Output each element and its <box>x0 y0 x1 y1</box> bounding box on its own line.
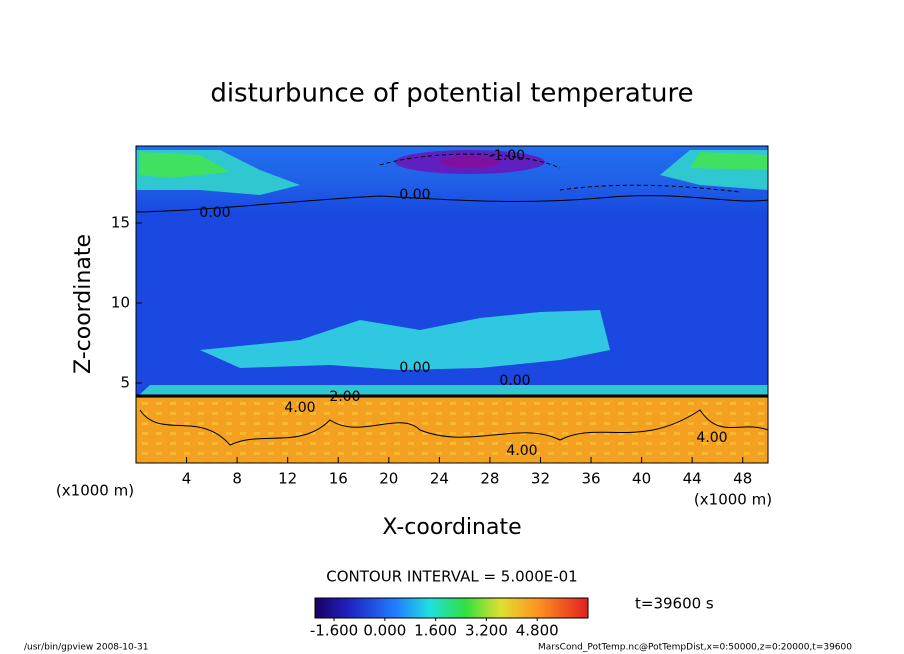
colorbar <box>314 597 589 619</box>
footer: MarsCond_PotTemp.nc@PotTempDist,x=0:5000… <box>538 643 852 653</box>
contour-label: 4.00 <box>284 400 315 416</box>
x-tick-label: 40 <box>632 470 651 488</box>
x-tick-label: 36 <box>581 470 600 488</box>
field-green <box>690 152 768 170</box>
y-axis-label: Z-coordinate <box>71 234 96 374</box>
contour-label: 4.00 <box>696 430 727 446</box>
time-label: t=39600 s <box>635 595 714 613</box>
x-tick-label: 16 <box>329 470 348 488</box>
field-cyan <box>200 310 610 370</box>
contour-label: 0.00 <box>399 187 430 203</box>
colorbar-tick-label: -1.600 <box>310 622 358 640</box>
field-green <box>140 152 230 178</box>
contour-label: 0.00 <box>399 360 430 376</box>
x-tick-label: 48 <box>733 470 752 488</box>
x-tick-label: 28 <box>480 470 499 488</box>
contour <box>135 195 769 213</box>
contour-label: 0.00 <box>199 205 230 221</box>
x-unit: (x1000 m) <box>694 491 772 509</box>
x-tick-label: 12 <box>278 470 297 488</box>
footer: /usr/bin/gpview 2008-10-31 <box>24 643 148 653</box>
y-tick-label: 5 <box>120 374 130 392</box>
contour <box>139 409 769 446</box>
colorbar-tick-label: 0.000 <box>363 622 406 640</box>
contour-interval: CONTOUR INTERVAL = 5.000E-01 <box>326 568 577 586</box>
y-tick-label: 10 <box>111 294 130 312</box>
colorbar-tick-label: 3.200 <box>465 622 508 640</box>
x-tick-label: 24 <box>430 470 449 488</box>
plot-frame <box>135 145 769 464</box>
x-tick-label: 32 <box>531 470 550 488</box>
contour-label: -1.00 <box>489 148 525 164</box>
colorbar-tick-label: 1.600 <box>414 622 457 640</box>
x-unit: (x1000 m) <box>56 482 134 500</box>
contour-label: 2.00 <box>329 389 360 405</box>
contour-label: 4.00 <box>506 443 537 459</box>
x-tick-label: 4 <box>182 470 192 488</box>
contour-label: 0.00 <box>499 373 530 389</box>
x-axis-label: X-coordinate <box>382 515 521 540</box>
field-purple <box>440 156 500 168</box>
field <box>135 145 769 464</box>
x-tick-label: 8 <box>232 470 242 488</box>
field-orange <box>136 398 768 463</box>
contour <box>379 153 561 169</box>
contour <box>559 184 741 193</box>
colorbar-tick-label: 4.800 <box>516 622 559 640</box>
y-tick-label: 15 <box>111 214 130 232</box>
x-tick-label: 44 <box>683 470 702 488</box>
chart-title: disturbunce of potential temperature <box>210 79 693 109</box>
x-tick-label: 20 <box>379 470 398 488</box>
